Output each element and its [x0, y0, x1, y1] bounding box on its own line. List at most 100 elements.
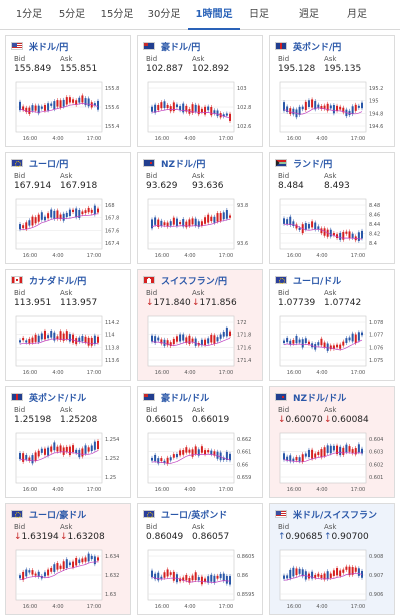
rate-card[interactable]: スイスフラン/円 Bid Ask ↓171.840 ↓171.856 172 171.8 17… [137, 269, 263, 381]
mini-candlestick-chart[interactable]: 1.634 1.632 1.63 16:00 4:00 17:00 [14, 546, 124, 612]
rate-card[interactable]: 豪ドル/円 Bid Ask 102.887 102.892 103 102.8 102.6 16… [137, 35, 263, 147]
mini-candlestick-chart[interactable]: 1.078 1.077 1.076 1.075 16:00 4:00 17:00 [278, 312, 388, 378]
y-tick-label: 0.66 [237, 462, 248, 468]
currency-pair-link[interactable]: 米ドル/スイスフラン [293, 510, 378, 521]
rate-card[interactable]: ユーロ/英ポンド Bid Ask 0.86049 0.86057 0.8605 0.86 0.… [137, 503, 263, 615]
rate-card[interactable]: NZドル/円 Bid Ask 93.629 93.636 93.8 93.6 16:00 4:0… [137, 152, 263, 264]
candle-body [169, 572, 172, 575]
rate-card[interactable]: 米ドル/円 Bid Ask 155.849 155.851 155.8 155.6 155.4… [5, 35, 131, 147]
y-tick-label: 102.6 [237, 124, 251, 130]
candle-body [182, 577, 185, 581]
candle-body [179, 578, 182, 582]
candle-body [225, 209, 228, 219]
rate-card[interactable]: ユーロ/豪ドル Bid Ask ↓1.63194 ↓1.63208 1.634 1.632 1… [5, 503, 131, 615]
mini-candlestick-chart[interactable]: 114.2 114 113.8 113.6 16:00 4:00 17:00 [14, 312, 124, 378]
candle-body [169, 457, 172, 461]
mini-candlestick-chart[interactable]: 103 102.8 102.6 16:00 4:00 17:00 [146, 78, 256, 144]
rate-card[interactable]: 英ポンド/円 Bid Ask 195.128 195.135 195.2 195 194.8 1… [269, 35, 395, 147]
currency-pair-link[interactable]: NZドル/円 [161, 159, 206, 170]
currency-pair-link[interactable]: スイスフラン/円 [161, 276, 228, 287]
currency-pair-link[interactable]: ユーロ/豪ドル [29, 510, 87, 521]
candle-body [87, 337, 90, 346]
candle-body [175, 218, 178, 227]
candle-body [169, 221, 172, 226]
rate-card[interactable]: ユーロ/ドル Bid Ask 1.07739 1.07742 1.078 1.077 1.07… [269, 269, 395, 381]
tab-monthly[interactable]: 月足 [347, 9, 367, 20]
tab-30min[interactable]: 30分足 [147, 9, 181, 20]
candle-body [229, 453, 231, 461]
mini-candlestick-chart[interactable]: 168 167.8 167.6 167.4 16:00 4:00 17:00 [14, 195, 124, 261]
y-tick-label: 167.8 [105, 216, 119, 222]
candle-body [320, 449, 323, 458]
rate-card[interactable]: 米ドル/スイスフラン Bid Ask ↑0.90685 ↑0.90700 0.908 0.9… [269, 503, 395, 615]
rate-card-header: ユーロ/英ポンド [143, 508, 228, 521]
candle-body [28, 338, 31, 344]
candle-body [357, 444, 360, 453]
candle-body [56, 336, 59, 340]
mini-candlestick-chart[interactable]: 0.8605 0.86 0.8595 16:00 4:00 17:00 [146, 546, 256, 612]
y-tick-label: 194.8 [369, 111, 383, 117]
rate-card-header: 英ポンド/円 [275, 40, 342, 53]
candle-body [307, 573, 310, 579]
za-flag-icon [275, 159, 287, 167]
currency-pair-link[interactable]: ランド/円 [293, 159, 333, 170]
candle-body [68, 562, 71, 566]
candle-body [348, 110, 351, 116]
tab-daily[interactable]: 日足 [249, 9, 269, 20]
bid-value: 167.914 [14, 181, 52, 191]
currency-pair-link[interactable]: 英ポンド/円 [293, 42, 342, 53]
rate-card[interactable]: NZドル/ドル Bid Ask ↓0.60070 ↓0.60084 0.604 0.603 0… [269, 386, 395, 498]
ask-label: Ask [60, 55, 73, 63]
rate-card[interactable]: カナダドル/円 Bid Ask 113.951 113.957 114.2 114 113.8… [5, 269, 131, 381]
currency-pair-link[interactable]: 米ドル/円 [29, 42, 69, 53]
rate-card[interactable]: 英ポンド/ドル Bid Ask 1.25198 1.25208 1.254 1.252 1.2… [5, 386, 131, 498]
candle-body [50, 446, 53, 452]
rate-card[interactable]: ユーロ/円 Bid Ask 167.914 167.918 168 167.8 167.6 16… [5, 152, 131, 264]
candle-body [93, 335, 96, 345]
mini-candlestick-chart[interactable]: 8.48 8.46 8.44 8.42 8.4 16:00 4:00 17:00 [278, 195, 388, 261]
candle-body [222, 114, 225, 117]
x-time-label: 16:00 [155, 604, 169, 610]
candle-body [339, 344, 342, 349]
currency-pair-link[interactable]: カナダドル/円 [29, 276, 87, 287]
currency-pair-link[interactable]: 英ポンド/ドル [29, 393, 87, 404]
candle-body [43, 104, 46, 111]
mini-candlestick-chart[interactable]: 0.908 0.907 0.906 16:00 4:00 17:00 [278, 546, 388, 612]
currency-pair-link[interactable]: ユーロ/英ポンド [161, 510, 228, 521]
tab-1hour[interactable]: 1時間足 [188, 0, 240, 30]
mini-candlestick-chart[interactable]: 93.8 93.6 16:00 4:00 17:00 [146, 195, 256, 261]
tab-1min[interactable]: 1分足 [15, 9, 43, 20]
tab-weekly[interactable]: 週足 [299, 9, 319, 20]
tab-5min[interactable]: 5分足 [58, 9, 86, 20]
candle-body [320, 228, 323, 234]
candle-body [185, 574, 188, 581]
currency-pair-link[interactable]: ユーロ/ドル [293, 276, 342, 287]
candle-body [222, 573, 225, 581]
currency-pair-link[interactable]: ユーロ/円 [29, 159, 69, 170]
candle-body [93, 103, 96, 106]
currency-pair-link[interactable]: 豪ドル/ドル [161, 393, 210, 404]
mini-candlestick-chart[interactable]: 0.604 0.603 0.602 0.601 16:00 4:00 17:00 [278, 429, 388, 495]
tab-15min[interactable]: 15分足 [100, 9, 134, 20]
mini-candlestick-chart[interactable]: 195.2 195 194.8 194.6 16:00 4:00 17:00 [278, 78, 388, 144]
rate-card[interactable]: ランド/円 Bid Ask 8.484 8.493 8.48 8.46 8.44 8.42 8.4… [269, 152, 395, 264]
ask-value: 1.25208 [60, 415, 98, 425]
candle-body [342, 569, 345, 573]
candle-body [351, 333, 354, 342]
currency-pair-link[interactable]: NZドル/ドル [293, 393, 347, 404]
candle-body [304, 453, 307, 457]
mini-candlestick-chart[interactable]: 1.254 1.252 1.25 16:00 4:00 17:00 [14, 429, 124, 495]
rate-card[interactable]: 豪ドル/ドル Bid Ask 0.66015 0.66019 0.662 0.661 0.66… [137, 386, 263, 498]
candle-body [351, 106, 354, 115]
candle-body [329, 229, 332, 237]
arrow-down-icon: ↓ [60, 532, 68, 542]
candle-body [219, 213, 222, 221]
x-time-label: 4:00 [184, 370, 195, 376]
currency-pair-link[interactable]: 豪ドル/円 [161, 42, 201, 53]
x-time-label: 16:00 [287, 487, 301, 493]
eu-flag-icon [11, 159, 23, 167]
mini-candlestick-chart[interactable]: 155.8 155.6 155.4 16:00 4:00 17:00 [14, 78, 124, 144]
mini-candlestick-chart[interactable]: 0.662 0.661 0.66 0.659 16:00 4:00 17:00 [146, 429, 256, 495]
mini-candlestick-chart[interactable]: 172 171.8 171.6 171.4 16:00 4:00 17:00 [146, 312, 256, 378]
candle-body [28, 220, 31, 226]
